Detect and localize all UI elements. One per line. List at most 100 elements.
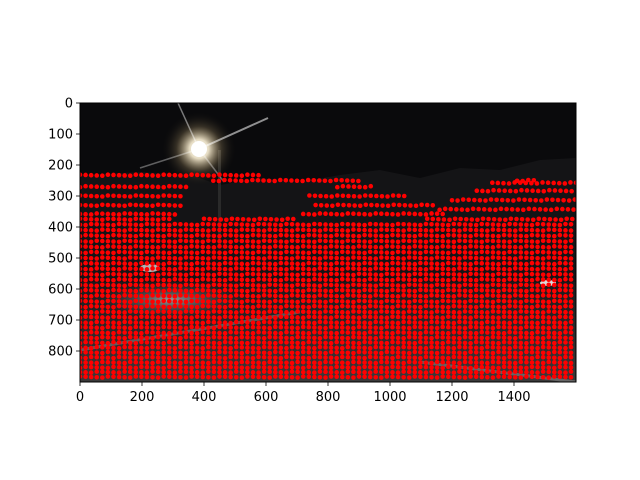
scatter-point	[206, 330, 211, 335]
scatter-point	[423, 335, 429, 341]
scatter-point	[139, 266, 144, 272]
scatter-point	[323, 375, 328, 380]
scatter-point	[80, 340, 83, 346]
scatter-point	[80, 222, 83, 228]
scatter-point	[295, 340, 300, 346]
scatter-point	[105, 250, 111, 255]
scatter-point	[379, 266, 384, 271]
scatter-point	[228, 335, 233, 341]
scatter-point	[485, 228, 490, 233]
scatter-point	[139, 360, 144, 365]
scatter-point	[100, 304, 105, 309]
scatter-point	[166, 374, 172, 380]
scatter-point	[339, 233, 345, 238]
scatter-point	[451, 329, 457, 335]
scatter-point	[351, 288, 356, 294]
scatter-point	[245, 315, 250, 321]
scatter-point	[529, 360, 535, 365]
scatter-point	[318, 203, 324, 208]
scatter-point	[485, 304, 490, 309]
scatter-point	[429, 211, 434, 216]
scatter-point	[206, 360, 211, 366]
scatter-point	[479, 314, 485, 320]
scatter-point	[423, 340, 429, 345]
scatter-point	[362, 360, 367, 365]
scatter-point	[535, 255, 540, 261]
scatter-point	[490, 255, 496, 260]
scatter-point	[362, 324, 367, 330]
scatter-point	[367, 350, 373, 355]
scatter-point	[267, 345, 273, 350]
scatter-point	[100, 334, 105, 340]
scatter-point	[501, 239, 507, 244]
scatter-point	[323, 340, 328, 346]
scatter-point	[535, 299, 540, 304]
scatter-point	[133, 266, 139, 272]
scatter-point	[557, 271, 563, 277]
scatter-point	[222, 374, 228, 380]
scatter-point	[178, 261, 183, 266]
scatter-point	[423, 276, 429, 282]
scatter-point	[133, 349, 139, 355]
scatter-point	[105, 211, 111, 217]
scatter-point	[379, 334, 384, 340]
scatter-point	[379, 309, 384, 314]
scatter-point	[217, 359, 222, 365]
y-tick-label: 800	[48, 345, 73, 360]
scatter-point	[406, 309, 412, 314]
scatter-point	[373, 344, 379, 350]
scatter-point	[323, 277, 328, 283]
scatter-point	[178, 228, 183, 233]
scatter-point	[122, 193, 127, 199]
scatter-point	[83, 287, 88, 293]
scatter-point	[100, 293, 105, 298]
scatter-point	[155, 299, 161, 305]
scatter-point	[256, 314, 261, 320]
scatter-point	[317, 350, 323, 356]
scatter-point	[384, 227, 390, 233]
scatter-point	[423, 370, 429, 375]
scatter-point	[418, 255, 423, 261]
scatter-point	[334, 314, 339, 320]
scatter-point	[568, 238, 574, 244]
scatter-point	[518, 282, 524, 288]
scatter-point	[526, 206, 532, 212]
scatter-point	[451, 370, 457, 375]
scatter-point	[194, 339, 200, 345]
scatter-point	[194, 232, 200, 238]
scatter-point	[289, 283, 295, 289]
scatter-point	[94, 272, 100, 277]
scatter-point	[206, 256, 211, 261]
scatter-point	[479, 288, 485, 293]
scatter-point	[244, 178, 250, 184]
scatter-point	[524, 335, 529, 340]
scan-row	[80, 303, 574, 310]
scatter-point	[540, 360, 546, 366]
scatter-point	[412, 315, 418, 321]
scatter-point	[457, 335, 462, 341]
scatter-point	[406, 325, 412, 331]
scatter-point	[278, 374, 284, 380]
scatter-point	[217, 374, 222, 379]
scatter-point	[356, 266, 362, 272]
scatter-point	[217, 315, 222, 321]
scatter-point	[289, 369, 295, 374]
scatter-point	[189, 309, 194, 314]
scatter-point	[418, 320, 423, 326]
scatter-point	[367, 294, 373, 299]
scatter-point	[155, 334, 161, 340]
scatter-point	[334, 250, 339, 256]
scatter-point	[250, 244, 256, 249]
scatter-point	[507, 325, 512, 330]
scatter-point	[557, 227, 563, 233]
scatter-point	[401, 374, 406, 380]
scatter-point	[406, 365, 412, 370]
scatter-point	[440, 320, 446, 325]
scatter-point	[105, 293, 111, 299]
scatter-point	[323, 325, 328, 331]
scatter-point	[346, 184, 351, 189]
scatter-point	[451, 335, 457, 341]
scatter-point	[345, 350, 351, 356]
scatter-point	[557, 277, 563, 283]
scatter-point	[127, 359, 133, 365]
